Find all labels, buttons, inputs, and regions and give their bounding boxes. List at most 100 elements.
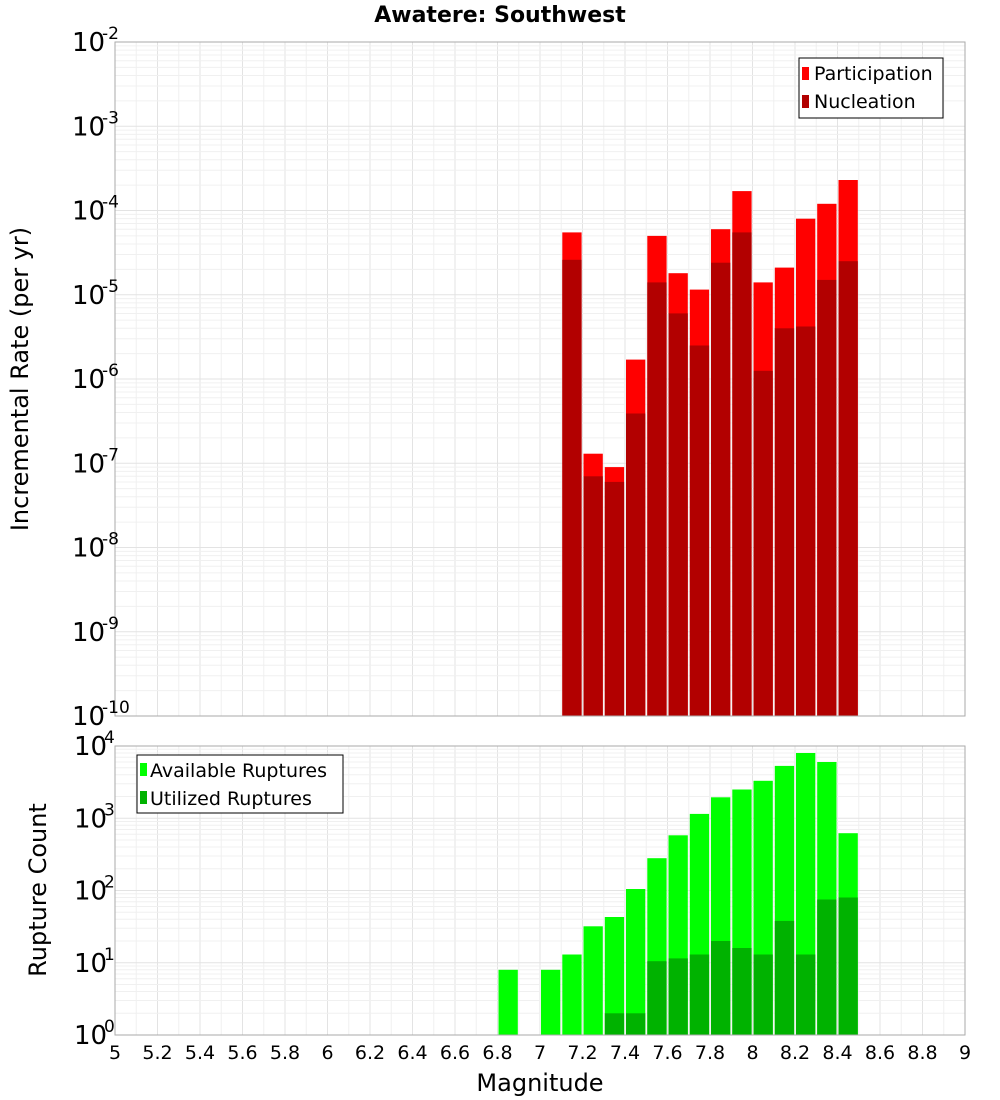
legend-label-nucleation: Nucleation xyxy=(814,91,916,113)
x-tick-label: 7.8 xyxy=(695,1042,725,1064)
x-axis-title: Magnitude xyxy=(476,1069,603,1097)
y-tick-label-exponent: -5 xyxy=(102,277,119,297)
y-tick-label-base: 10 xyxy=(74,1021,107,1051)
y-tick-label-exponent: -4 xyxy=(102,193,119,213)
legend-swatch-nucleation xyxy=(802,95,809,108)
nucleation-bar xyxy=(583,476,603,716)
y-tick-label-base: 10 xyxy=(74,804,107,834)
bottom-plot-frame xyxy=(114,745,966,1036)
x-tick-label: 5.6 xyxy=(227,1042,257,1064)
y-tick-label-base: 10 xyxy=(72,618,105,648)
y-tick-label-base: 10 xyxy=(72,281,105,311)
x-tick-label: 9 xyxy=(959,1042,971,1064)
available-ruptures-bar xyxy=(626,889,646,1035)
x-tick-label: 5.2 xyxy=(142,1042,172,1064)
nucleation-bar xyxy=(796,326,816,716)
y-tick-label-base: 10 xyxy=(74,732,107,762)
y-tick-label-base: 10 xyxy=(72,112,105,142)
y-tick-label-base: 10 xyxy=(72,449,105,479)
x-tick-label: 6 xyxy=(321,1042,333,1064)
utilized-ruptures-bar xyxy=(732,948,752,1035)
y-tick-label-base: 10 xyxy=(74,877,107,907)
y-tick-label-base: 10 xyxy=(72,28,105,58)
x-tick-label: 5.8 xyxy=(270,1042,300,1064)
utilized-ruptures-bar xyxy=(711,941,731,1035)
y-tick-label-base: 10 xyxy=(72,702,105,732)
nucleation-bar xyxy=(647,282,667,716)
legend-label-participation: Participation xyxy=(814,63,933,85)
nucleation-bar xyxy=(732,232,752,716)
nucleation-bar xyxy=(604,481,625,716)
y-tick-label-base: 10 xyxy=(74,949,107,979)
x-tick-label: 5.4 xyxy=(185,1042,215,1064)
x-tick-label: 8 xyxy=(746,1042,758,1064)
x-tick-label: 6.2 xyxy=(355,1042,385,1064)
available-ruptures-bar xyxy=(562,954,582,1035)
nucleation-bar xyxy=(689,345,710,716)
y-tick-label-exponent: -2 xyxy=(102,24,119,44)
bottom-legend: Available Ruptures Utilized Ruptures xyxy=(136,754,344,814)
top-gridlines xyxy=(114,42,966,717)
x-tick-label: 7.4 xyxy=(610,1042,640,1064)
x-tick-label: 6.8 xyxy=(482,1042,512,1064)
available-ruptures-bar xyxy=(604,917,625,1035)
bottom-bars xyxy=(498,753,858,1035)
legend-swatch-participation xyxy=(802,67,809,80)
x-tick-label: 8.2 xyxy=(780,1042,810,1064)
utilized-ruptures-bar xyxy=(753,954,773,1035)
utilized-ruptures-bar xyxy=(668,958,688,1035)
nucleation-bar xyxy=(668,313,688,716)
available-ruptures-bar xyxy=(498,969,518,1035)
nucleation-bar xyxy=(562,259,582,716)
y-tick-label-exponent: -8 xyxy=(102,530,119,550)
y-tick-label-exponent: 1 xyxy=(104,945,115,965)
x-tick-labels: 5 5.2 5.4 5.6 5.8 6 6.2 6.4 6.6 6.8 7 7.2 7.4 7.6 7.8 8… xyxy=(109,1042,971,1064)
legend-label-available: Available Ruptures xyxy=(150,760,327,782)
y-tick-label-exponent: 4 xyxy=(104,728,115,748)
top-bars xyxy=(562,180,858,717)
legend-swatch-utilized xyxy=(140,791,147,804)
y-tick-label-base: 10 xyxy=(72,534,105,564)
x-tick-label: 5 xyxy=(109,1042,121,1064)
x-tick-label: 7.2 xyxy=(567,1042,597,1064)
top-legend: Participation Nucleation xyxy=(798,57,944,119)
x-tick-label: 8.6 xyxy=(865,1042,895,1064)
nucleation-bar xyxy=(838,261,858,716)
nucleation-bar xyxy=(753,370,773,716)
utilized-ruptures-bar xyxy=(796,954,816,1035)
y-tick-label-exponent: -10 xyxy=(102,698,130,718)
bottom-y-axis-title: Rupture Count xyxy=(24,803,52,977)
y-tick-label-exponent: 2 xyxy=(104,873,115,893)
y-tick-label-exponent: 3 xyxy=(104,800,115,820)
top-y-axis-title: Incremental Rate (per yr) xyxy=(6,227,34,531)
y-tick-label-exponent: -9 xyxy=(102,614,119,634)
nucleation-bar xyxy=(626,413,646,716)
utilized-ruptures-bar xyxy=(774,920,795,1035)
nucleation-bar xyxy=(774,328,795,716)
utilized-ruptures-bar xyxy=(838,897,858,1035)
available-ruptures-bar xyxy=(541,969,561,1035)
bottom-legend-box xyxy=(136,754,344,814)
utilized-ruptures-bar xyxy=(604,1013,625,1035)
legend-swatch-available xyxy=(140,763,147,776)
y-tick-label-exponent: 0 xyxy=(104,1017,115,1037)
y-tick-label-exponent: -3 xyxy=(102,108,119,128)
x-tick-label: 8.8 xyxy=(907,1042,937,1064)
y-tick-label-exponent: -6 xyxy=(102,361,119,381)
x-tick-label: 7.6 xyxy=(652,1042,682,1064)
y-tick-label-exponent: -7 xyxy=(102,445,119,465)
x-tick-label: 7 xyxy=(534,1042,546,1064)
top-legend-box xyxy=(798,57,944,119)
top-plot-frame xyxy=(114,41,966,717)
utilized-ruptures-bar xyxy=(647,961,667,1035)
utilized-ruptures-bar xyxy=(817,899,837,1035)
x-tick-label: 8.4 xyxy=(822,1042,852,1064)
y-tick-label-base: 10 xyxy=(72,365,105,395)
y-tick-label-base: 10 xyxy=(72,197,105,227)
available-ruptures-bar xyxy=(583,926,603,1035)
nucleation-bar xyxy=(817,279,837,716)
